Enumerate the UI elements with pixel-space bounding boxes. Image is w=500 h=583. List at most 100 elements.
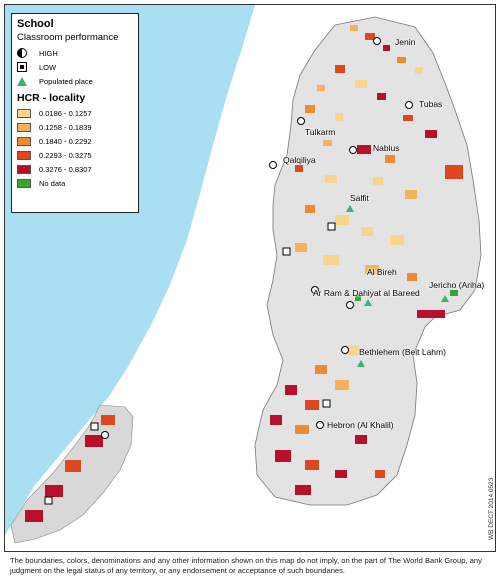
populated-place-marker bbox=[364, 299, 372, 306]
legend-item-populated: Populated place bbox=[17, 74, 133, 88]
locality-patch bbox=[450, 290, 458, 296]
legend-swatch bbox=[17, 121, 33, 133]
locality-patch bbox=[373, 177, 383, 185]
legend-class-2: 0.1258 - 0.1839 bbox=[17, 120, 133, 134]
legend-label-low: LOW bbox=[39, 62, 57, 72]
locality-patch bbox=[361, 227, 373, 236]
locality-patch bbox=[295, 425, 309, 434]
school-markers bbox=[44, 37, 449, 505]
square-dot-icon bbox=[17, 61, 33, 73]
locality-patch bbox=[335, 380, 349, 390]
legend-class-3: 0.1840 - 0.2292 bbox=[17, 134, 133, 148]
legend-label-high: HIGH bbox=[39, 48, 58, 58]
school-high-marker bbox=[346, 301, 354, 309]
locality-patch bbox=[365, 33, 375, 40]
locality-patch bbox=[325, 175, 337, 183]
locality-patch bbox=[323, 255, 339, 265]
legend-swatch bbox=[17, 177, 33, 189]
legend-class-5: 0.3276 - 0.8307 bbox=[17, 162, 133, 176]
map-disclaimer: The boundaries, colors, denominations an… bbox=[10, 556, 482, 575]
green-triangle-icon bbox=[17, 75, 33, 87]
legend-class-label: No data bbox=[39, 178, 66, 188]
locality-patch bbox=[365, 265, 379, 274]
locality-patch bbox=[305, 400, 319, 410]
locality-patch bbox=[25, 510, 43, 522]
locality-patch bbox=[415, 67, 423, 74]
locality-patch bbox=[417, 310, 445, 318]
locality-patch bbox=[385, 155, 395, 163]
populated-place-marker bbox=[441, 295, 449, 302]
city-label-tulkarm: Tulkarm bbox=[305, 127, 336, 137]
legend-class-label: 0.1840 - 0.2292 bbox=[39, 136, 92, 146]
legend-class-4: 0.2293 - 0.3275 bbox=[17, 148, 133, 162]
legend-swatch bbox=[17, 163, 33, 175]
locality-patch bbox=[285, 385, 297, 395]
legend-item-low: LOW bbox=[17, 60, 133, 74]
legend-class-label: 0.2293 - 0.3275 bbox=[39, 150, 92, 160]
locality-patch bbox=[397, 57, 406, 63]
locality-patch bbox=[335, 65, 345, 73]
locality-patch bbox=[350, 25, 358, 31]
locality-patch bbox=[377, 93, 386, 100]
locality-patch bbox=[275, 450, 291, 462]
locality-patch bbox=[101, 415, 115, 425]
school-high-marker bbox=[341, 346, 349, 354]
school-high-marker bbox=[101, 431, 109, 439]
west-bank bbox=[254, 16, 482, 506]
locality-patch bbox=[375, 470, 385, 478]
school-high-marker bbox=[269, 161, 277, 169]
locality-patch bbox=[345, 345, 359, 355]
city-label-ar-ram: Ar Ram & Dahiyat al Bareed bbox=[313, 288, 420, 298]
locality-patch bbox=[335, 470, 347, 478]
legend-class-label: 0.3276 - 0.8307 bbox=[39, 164, 92, 174]
populated-place-marker bbox=[346, 205, 354, 212]
map-frame: Jenin Tubas Tulkarm Nablus Qalqiliya Sal… bbox=[4, 4, 496, 552]
school-high-marker bbox=[311, 286, 319, 294]
city-label-salfit: Salfit bbox=[350, 193, 369, 203]
legend-subtitle: Classroom performance bbox=[17, 32, 119, 43]
map-legend: School Classroom performance HIGH LOW Po… bbox=[11, 13, 139, 213]
school-low-marker bbox=[282, 247, 291, 256]
locality-patch bbox=[305, 460, 319, 470]
locality-patch bbox=[405, 190, 417, 199]
city-label-nablus: Nablus bbox=[373, 143, 400, 153]
locality-patch bbox=[45, 485, 63, 497]
legend-class-label: 0.1258 - 0.1839 bbox=[39, 122, 92, 132]
locality-patch bbox=[357, 145, 371, 154]
school-high-marker bbox=[316, 421, 324, 429]
city-label-jenin: Jenin bbox=[395, 37, 416, 47]
half-filled-circle-icon bbox=[17, 47, 33, 59]
legend-label-populated: Populated place bbox=[39, 76, 93, 86]
locality-patch bbox=[317, 85, 325, 91]
locality-patch bbox=[425, 130, 437, 138]
school-high-marker bbox=[349, 146, 357, 154]
locality-patch bbox=[295, 485, 311, 495]
locality-patch bbox=[295, 243, 307, 252]
locality-patch bbox=[305, 205, 315, 213]
locality-patch bbox=[315, 365, 327, 374]
locality-patches bbox=[25, 25, 463, 522]
legend-swatch bbox=[17, 135, 33, 147]
school-low-marker bbox=[90, 422, 99, 431]
locality-patch bbox=[85, 435, 103, 447]
locality-patch bbox=[270, 415, 282, 425]
legend-item-high: HIGH bbox=[17, 46, 133, 60]
city-label-hebron: Hebron (Al Khalil) bbox=[327, 420, 394, 430]
locality-patch bbox=[390, 235, 404, 245]
locality-patch bbox=[65, 460, 81, 472]
legend-class-nodata: No data bbox=[17, 176, 133, 190]
city-label-jericho: Jericho (Ariha) bbox=[429, 280, 485, 290]
legend-swatch bbox=[17, 149, 33, 161]
locality-patch bbox=[355, 435, 367, 444]
city-label-qalqiliya: Qalqiliya bbox=[283, 155, 316, 165]
city-label-al-bireh: Al Bireh bbox=[367, 267, 397, 277]
locality-patch bbox=[335, 215, 349, 225]
city-label-tubas: Tubas bbox=[419, 99, 443, 109]
legend-title-hcr: HCR - locality bbox=[17, 92, 86, 104]
legend-swatch bbox=[17, 107, 33, 119]
school-high-marker bbox=[373, 37, 381, 45]
legend-class-label: 0.0186 - 0.1257 bbox=[39, 108, 92, 118]
locality-patch bbox=[407, 273, 417, 281]
map-credit: WB DECT 2014 0523 bbox=[488, 477, 495, 540]
locality-patch bbox=[305, 105, 315, 113]
